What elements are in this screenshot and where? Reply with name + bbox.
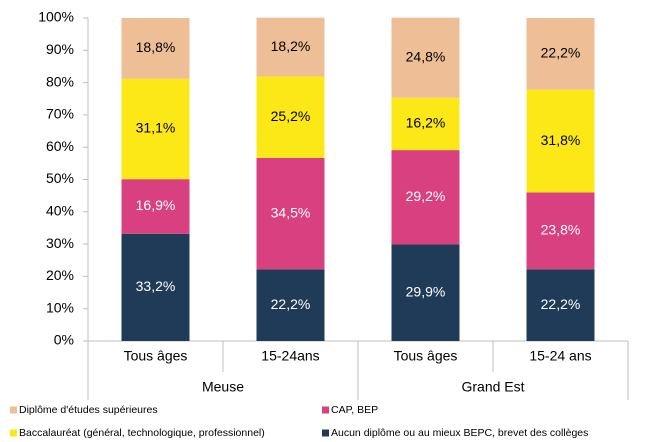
data-label: 33,2% [136, 278, 176, 294]
data-label: 22,2% [541, 45, 581, 61]
y-tick-label: 50% [46, 170, 74, 186]
legend-swatch [10, 406, 17, 414]
y-tick-label: 30% [46, 235, 74, 251]
legend-swatch [10, 429, 17, 437]
bar-segment [526, 18, 595, 90]
data-label: 29,2% [406, 188, 446, 204]
data-label: 24,8% [406, 48, 446, 64]
legend-label: Aucun diplôme ou au mieux BEPC, brevet d… [331, 427, 588, 439]
group-label: Meuse [202, 379, 244, 395]
data-label: 16,9% [136, 197, 176, 213]
bar-segment [391, 17, 460, 98]
bar-segment [256, 269, 325, 341]
bar-segment [121, 18, 190, 79]
x-tick-label: 15-24ans [261, 348, 319, 364]
bar-segment [256, 17, 325, 77]
y-tick-label: 90% [46, 41, 74, 57]
bar-segment [121, 78, 190, 180]
y-tick-label: 0% [54, 332, 74, 348]
data-label: 22,2% [541, 296, 581, 312]
group-label: Grand Est [461, 379, 524, 395]
bar-segment [391, 97, 460, 151]
x-tick-label: 15-24 ans [529, 348, 591, 364]
x-tick-label: Tous âges [394, 348, 458, 364]
bar-segment [256, 157, 325, 270]
data-label: 16,2% [406, 115, 446, 131]
legend-swatch [322, 406, 329, 414]
legend-label: Baccalauréat (général, technologique, pr… [19, 427, 265, 439]
y-tick-label: 80% [46, 73, 74, 89]
data-label: 31,8% [541, 132, 581, 148]
data-label: 34,5% [271, 204, 311, 220]
data-label: 29,9% [406, 283, 446, 299]
data-label: 22,2% [271, 296, 311, 312]
y-tick-label: 70% [46, 106, 74, 122]
y-tick-label: 40% [46, 203, 74, 219]
bar-segment [121, 179, 190, 234]
legend-label: CAP, BEP [331, 404, 378, 416]
bar-segment [391, 150, 460, 245]
data-label: 18,2% [271, 38, 311, 54]
bar-segment [526, 192, 595, 270]
data-label: 18,8% [136, 39, 176, 55]
y-tick-label: 20% [46, 267, 74, 283]
y-tick-label: 100% [38, 9, 74, 25]
y-tick-label: 10% [46, 299, 74, 315]
data-label: 23,8% [541, 222, 581, 238]
y-tick-label: 60% [46, 138, 74, 154]
legend-swatch [322, 429, 329, 437]
data-label: 31,1% [136, 120, 176, 136]
data-label: 25,2% [271, 108, 311, 124]
bar-segment [121, 233, 190, 341]
bar-segment [526, 269, 595, 341]
bar-segment [256, 76, 325, 158]
bar-segment [391, 244, 460, 341]
legend-label: Diplôme d'études supérieures [19, 404, 158, 416]
x-tick-label: Tous âges [124, 348, 188, 364]
bar-segment [526, 89, 595, 193]
